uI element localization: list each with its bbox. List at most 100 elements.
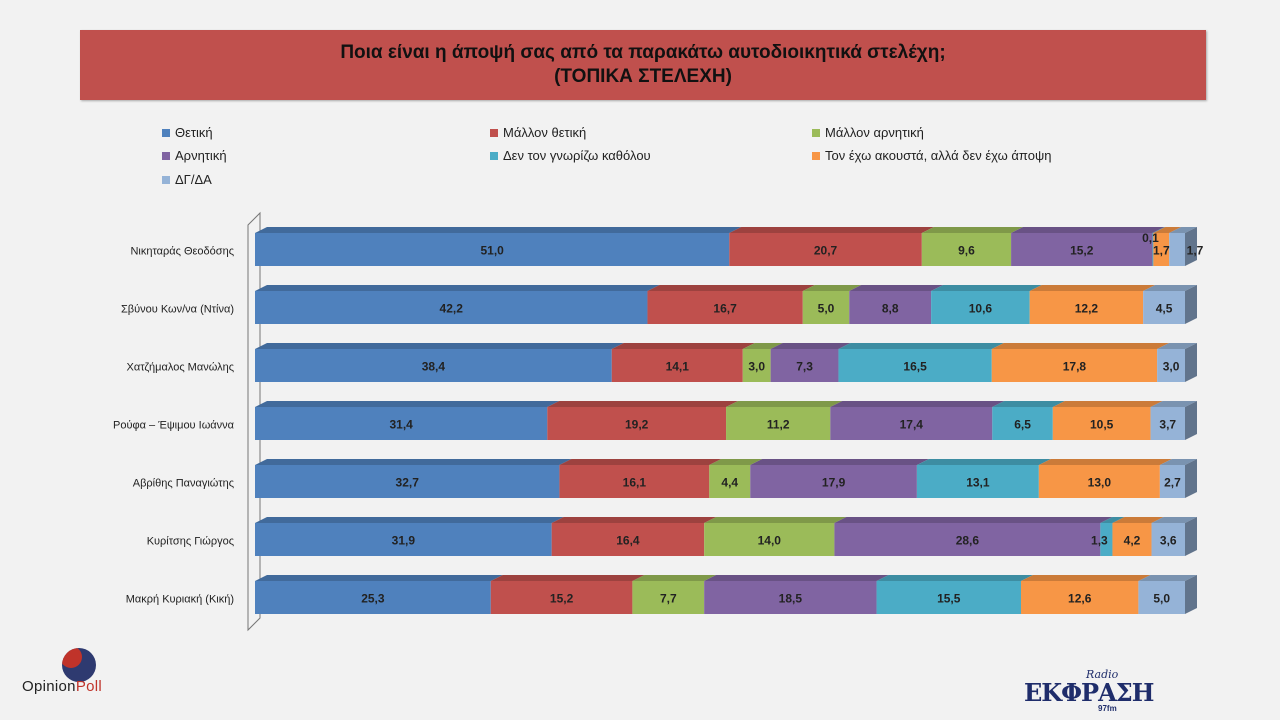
category-label: Κυρίτσης Γιώργος	[147, 536, 234, 548]
data-label: 12,2	[1075, 302, 1099, 316]
data-label: 31,9	[392, 534, 416, 548]
legend-swatch	[162, 152, 170, 160]
bar-segment-top	[991, 343, 1170, 349]
bar-segment-top	[1143, 285, 1197, 291]
bar-segment	[1159, 465, 1185, 498]
bar-segment-top	[1150, 401, 1197, 407]
bar-segment-top	[1100, 517, 1125, 523]
bar-segment	[802, 291, 850, 324]
bar-segment-top	[1153, 227, 1182, 233]
data-label: 15,2	[1070, 244, 1094, 258]
bar-segment-top	[931, 285, 1042, 291]
data-label: 18,5	[779, 592, 803, 606]
opinion-poll-emblem-icon	[62, 648, 96, 682]
bar-segment	[921, 233, 1012, 266]
data-label: 16,1	[623, 476, 647, 490]
bar-segment	[704, 581, 877, 614]
bar-segment-top	[709, 459, 763, 465]
data-label: 5,0	[818, 302, 835, 316]
data-label: 12,6	[1068, 592, 1092, 606]
data-label: 4,4	[721, 476, 738, 490]
data-label: 17,9	[822, 476, 846, 490]
bar-segment-top	[547, 401, 739, 407]
data-label: 16,7	[713, 302, 737, 316]
bar-segment-top	[921, 227, 1024, 233]
legend-label: Δεν τον γνωρίζω καθόλου	[503, 148, 651, 163]
bar-segment	[490, 581, 633, 614]
bar-segment-top	[838, 343, 1004, 349]
bar-segment	[1020, 581, 1139, 614]
bar-segment-top	[1020, 575, 1151, 581]
bar-segment	[1011, 233, 1153, 266]
bar-segment-top	[834, 517, 1113, 523]
data-label: 28,6	[956, 534, 980, 548]
legend-swatch	[162, 176, 170, 184]
bar-segment-top	[632, 575, 717, 581]
data-label: 15,2	[550, 592, 574, 606]
bar-segment-top	[1112, 517, 1164, 523]
plot-side-wall	[247, 211, 261, 632]
data-label: 6,5	[1014, 418, 1031, 432]
category-label: Νικηταράς Θεοδόσης	[130, 246, 234, 258]
category-label: Σβύνου Κων/να (Ντίνα)	[121, 304, 234, 316]
bar-segment	[1138, 581, 1185, 614]
bar-segment-top	[255, 285, 660, 291]
data-label: 7,7	[660, 592, 677, 606]
bar-segment-top	[551, 517, 717, 523]
bar-segment-top	[729, 227, 934, 233]
category-label: Αβρίθης Παναγιώτης	[133, 478, 234, 490]
bar-segment	[559, 465, 710, 498]
bar-segment	[255, 581, 491, 614]
data-label: 1,7	[1153, 244, 1170, 258]
data-label: 25,3	[361, 592, 385, 606]
bar-segment	[750, 465, 917, 498]
data-label: 1,3	[1091, 534, 1108, 548]
bar-segment-top	[1038, 459, 1172, 465]
legend-swatch	[162, 129, 170, 137]
bar-segment-top	[750, 459, 929, 465]
data-label: 20,7	[814, 244, 838, 258]
bar-end-face	[1185, 517, 1197, 556]
bar-segment	[729, 233, 922, 266]
data-label: 31,4	[389, 418, 413, 432]
bar-segment	[611, 349, 743, 382]
bar-segment-top	[1138, 575, 1197, 581]
bar-segment	[1153, 233, 1170, 266]
station-frequency: 97fm	[1098, 704, 1117, 713]
data-label: 38,4	[422, 360, 446, 374]
radio-word: Radio	[1086, 668, 1119, 681]
data-label: 17,4	[900, 418, 924, 432]
bar-segment	[849, 291, 932, 324]
bar-segment	[1100, 523, 1113, 556]
bar-segment	[1029, 291, 1144, 324]
legend-label: Τον έχω ακουστά, αλλά δεν έχω άποψη	[825, 148, 1051, 163]
data-label: 32,7	[396, 476, 420, 490]
bar-segment	[916, 465, 1039, 498]
data-label: 11,2	[767, 418, 790, 432]
bar-segment	[1152, 233, 1154, 266]
legend-label: Μάλλον αρνητική	[825, 125, 924, 140]
data-label: 3,0	[1163, 360, 1180, 374]
legend-label: ΔΓ/ΔΑ	[175, 172, 212, 187]
data-label: 13,0	[1088, 476, 1112, 490]
bar-segment	[876, 581, 1021, 614]
bar-segment-top	[255, 517, 564, 523]
bar-segment-top	[916, 459, 1051, 465]
data-label: 10,5	[1090, 418, 1114, 432]
opinion-poll-wordmark: OpinionPoll	[22, 678, 103, 695]
legend-swatch	[490, 129, 498, 137]
data-label: 19,2	[625, 418, 649, 432]
bar-segment	[632, 581, 705, 614]
data-label: 2,7	[1164, 476, 1181, 490]
data-label: 8,8	[882, 302, 899, 316]
bar-segment-top	[255, 343, 624, 349]
bar-segment-top	[1159, 459, 1197, 465]
data-label: 9,6	[958, 244, 975, 258]
data-label: 15,5	[937, 592, 961, 606]
bar-segment-top	[255, 227, 742, 233]
category-label: Μακρή Κυριακή (Κική)	[126, 594, 234, 606]
station-name: ΕΚΦΡΑΣΗ	[1024, 678, 1154, 707]
bar-segment	[255, 291, 648, 324]
bar-segment-top	[876, 575, 1033, 581]
